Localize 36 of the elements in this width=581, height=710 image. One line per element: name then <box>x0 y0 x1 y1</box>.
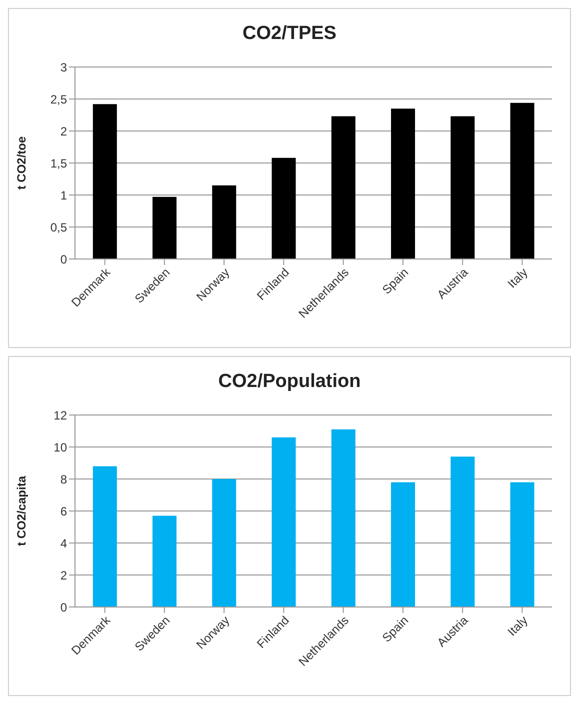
y-tick-label: 0 <box>60 600 68 614</box>
bar <box>331 429 356 607</box>
bar <box>212 479 236 607</box>
bar <box>391 108 416 259</box>
y-tick-label: 12 <box>54 408 68 422</box>
y-tick-label: 10 <box>54 440 68 454</box>
bar <box>212 185 236 259</box>
bar <box>510 102 534 259</box>
x-tick-label: Italy <box>504 613 530 639</box>
bar <box>272 158 296 259</box>
y-tick-label: 3 <box>60 60 68 74</box>
bar <box>92 104 117 259</box>
y-axis-title: t CO2/capita <box>14 476 28 546</box>
bar <box>152 516 177 607</box>
y-tick-label: 0 <box>60 252 68 266</box>
bar <box>92 466 117 607</box>
bar <box>272 437 296 607</box>
chart-title: CO2/Population <box>217 370 362 394</box>
y-tick-label: 2 <box>60 124 68 138</box>
y-tick-label: 2 <box>60 568 68 582</box>
y-tick-label: 0,5 <box>50 220 68 234</box>
bar <box>331 116 356 259</box>
y-tick-label: 4 <box>60 536 68 550</box>
bar <box>450 116 475 259</box>
bar <box>510 482 534 607</box>
bar <box>152 196 177 259</box>
y-tick-label: 6 <box>60 504 68 518</box>
bar <box>391 482 416 607</box>
bar <box>450 456 475 607</box>
chart-title: CO2/TPES <box>242 22 338 46</box>
y-tick-label: 1,5 <box>50 156 68 170</box>
y-axis-title: t CO2/toe <box>14 136 28 190</box>
y-tick-label: 1 <box>60 188 68 202</box>
x-tick-label: Italy <box>504 265 530 291</box>
y-tick-label: 2,5 <box>50 92 68 106</box>
y-tick-label: 8 <box>60 472 68 486</box>
